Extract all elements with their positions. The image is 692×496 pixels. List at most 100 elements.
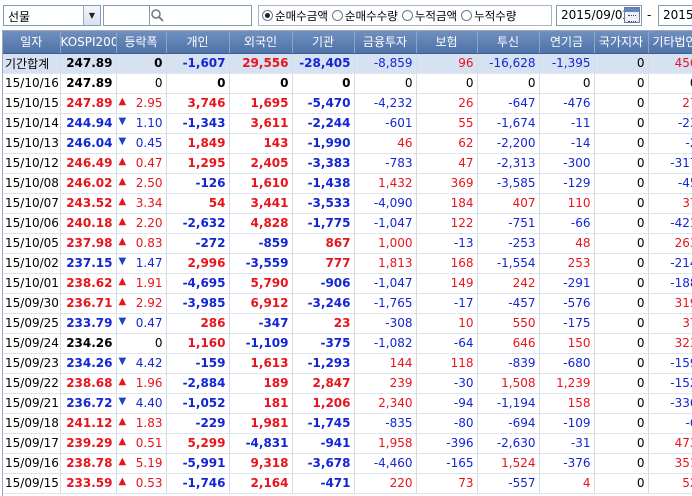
cell-other: -2 — [648, 133, 692, 154]
cell-other: -45 — [648, 173, 692, 194]
table-row[interactable]: 15/09/30 236.71 ▲ 2.92 -3,985 6,912 -3,246 -1,7… — [3, 293, 692, 314]
cell-foreign: -1,109 — [229, 333, 293, 354]
cell-individual: -1,607 — [166, 53, 230, 74]
cell-date: 15/09/18 — [3, 413, 61, 434]
cell-other: 263 — [648, 233, 692, 254]
calendar-icon[interactable] — [624, 7, 640, 23]
header-col-foreign[interactable]: 외국인 — [229, 31, 293, 54]
table-row[interactable]: 15/10/06 240.18 ▲ 2.20 -2,632 4,828 -1,775 -1,0… — [3, 213, 692, 234]
cell-insurance: -13 — [416, 233, 478, 254]
header-col-pension[interactable]: 연기금 — [539, 31, 595, 54]
cell-foreign: 29,556 — [229, 53, 293, 74]
cell-insurance: -17 — [416, 293, 478, 314]
header-col-change[interactable]: 등락폭 — [116, 31, 167, 54]
radio-net-buy-qty[interactable]: 순매수수량 — [331, 8, 398, 24]
radio-net-buy-amount[interactable]: 순매수금액 — [262, 8, 328, 24]
change-value: 0.47 — [135, 156, 163, 170]
cell-insurance: 118 — [416, 353, 478, 374]
header-col-individual[interactable]: 개인 — [166, 31, 230, 54]
triangle-up-icon: ▲ — [118, 436, 127, 447]
cell-other: 456 — [648, 53, 692, 74]
triangle-up-icon: ▲ — [118, 196, 127, 207]
start-date-input[interactable]: 2015/09/02 — [556, 5, 642, 26]
cell-individual: 3,746 — [166, 93, 230, 114]
cell-pension: -291 — [539, 273, 595, 294]
cell-fin-invest: -1,765 — [354, 293, 417, 314]
table-row[interactable]: 15/10/01 238.62 ▲ 1.91 -4,695 5,790 -906 -1,047… — [3, 273, 692, 294]
cell-institution: -1,990 — [292, 133, 355, 154]
cell-nation: 0 — [594, 113, 649, 134]
cell-insurance: 96 — [416, 53, 478, 74]
cell-other: -336 — [648, 393, 692, 414]
table-row[interactable]: 15/09/17 239.29 ▲ 0.51 5,299 -4,831 -941 1,958-… — [3, 433, 692, 454]
cell-foreign: -859 — [229, 233, 293, 254]
search-icon[interactable] — [150, 8, 165, 23]
cell-kospi: 240.18 — [60, 213, 117, 234]
change-value: 4.42 — [135, 356, 163, 370]
cell-other: 319 — [648, 293, 692, 314]
cell-individual: -1,052 — [166, 393, 230, 414]
header-col-nation[interactable]: 국가지자 — [594, 31, 649, 54]
cell-insurance: -30 — [416, 373, 478, 394]
search-input[interactable] — [149, 5, 252, 26]
table-row[interactable]: 15/10/13 246.04 ▼ 0.45 1,849 143 -1,990 46 62 -2,… — [3, 133, 692, 154]
cell-fin-invest: 220 — [354, 473, 417, 494]
cell-foreign: -347 — [229, 313, 293, 334]
cell-pension: 0 — [539, 73, 595, 94]
cell-institution: -3,678 — [292, 453, 355, 474]
cell-individual: 286 — [166, 313, 230, 334]
header-col-trust[interactable]: 투신 — [477, 31, 540, 54]
investor-trading-grid[interactable]: 일자KOSPI200등락폭개인외국인기관금융투자보험투신연기금국가지자기타법인 … — [2, 30, 692, 496]
radio-cum-amount[interactable]: 누적금액 — [401, 8, 457, 24]
triangle-down-icon: ▼ — [118, 256, 127, 267]
cell-trust: -557 — [477, 473, 540, 494]
header-col-other[interactable]: 기타법인 — [648, 31, 692, 54]
header-col-date[interactable]: 일자 — [3, 31, 61, 54]
triangle-down-icon: ▼ — [118, 316, 127, 327]
table-row[interactable]: 15/09/21 236.72 ▼ 4.40 -1,052 181 1,206 2,340 -9… — [3, 393, 692, 414]
cell-nation: 0 — [594, 373, 649, 394]
radio-dot — [401, 10, 413, 21]
cell-nation: 0 — [594, 473, 649, 494]
table-row[interactable]: 15/09/15 233.59 ▲ 0.53 -1,746 2,164 -471 220 73-… — [3, 473, 692, 494]
table-row[interactable]: 15/10/12 246.49 ▲ 0.47 1,295 2,405 -3,383 -783 4… — [3, 153, 692, 174]
table-row[interactable]: 15/10/15 247.89 ▲ 2.95 3,746 1,695 -5,470 -4,23… — [3, 93, 692, 114]
cell-kospi: 244.94 — [60, 113, 117, 134]
header-col-insurance[interactable]: 보험 — [416, 31, 478, 54]
header-col-fin-invest[interactable]: 금융투자 — [354, 31, 417, 54]
table-row[interactable]: 15/10/02 237.15 ▼ 1.47 2,996 -3,559 777 1,813 16… — [3, 253, 692, 274]
cell-pension: -11 — [539, 113, 595, 134]
change-value: 0.83 — [135, 236, 163, 250]
radio-label: 순매수수량 — [344, 8, 398, 23]
table-row[interactable]: 15/09/18 241.12 ▲ 1.83 -229 1,981 -1,745 -835 -8… — [3, 413, 692, 434]
cell-institution: -941 — [292, 433, 355, 454]
cell-fin-invest: 1,432 — [354, 173, 417, 194]
cell-pension: 48 — [539, 233, 595, 254]
cell-insurance: 10 — [416, 313, 478, 334]
change-value: 0.47 — [135, 316, 163, 330]
header-col-institution[interactable]: 기관 — [292, 31, 355, 54]
cell-individual: -3,985 — [166, 293, 230, 314]
cell-fin-invest: 1,958 — [354, 433, 417, 454]
cell-trust: 1,508 — [477, 373, 540, 394]
table-row[interactable]: 15/09/22 238.68 ▲ 1.96 -2,884 189 2,847 239 -30 1… — [3, 373, 692, 394]
header-col-kospi200[interactable]: KOSPI200 — [60, 31, 117, 54]
table-row[interactable]: 15/10/08 246.02 ▲ 2.50 -126 1,610 -1,438 1,432 3… — [3, 173, 692, 194]
table-row[interactable]: 15/10/05 237.98 ▲ 0.83 -272 -859 867 1,000 -13 -2… — [3, 233, 692, 254]
total-row[interactable]: 기간합계 247.89 0 -1,607 29,556 -28,405 -8,8… — [3, 53, 692, 74]
cell-trust: 0 — [477, 73, 540, 94]
cell-date: 15/10/06 — [3, 213, 61, 234]
table-row[interactable]: 15/09/24 234.26 0 1,160 -1,109 -375 -1,082 -64 6… — [3, 333, 692, 354]
end-date-input[interactable]: 2015/ — [658, 5, 692, 26]
market-select[interactable]: 선물 ▼ — [3, 5, 101, 26]
table-row[interactable]: 15/10/14 244.94 ▼ 1.10 -1,343 3,611 -2,244 -601… — [3, 113, 692, 134]
table-row[interactable]: 15/09/23 234.26 ▼ 4.42 -159 1,613 -1,293 144 118… — [3, 353, 692, 374]
radio-cum-qty[interactable]: 누적수량 — [461, 8, 516, 24]
table-row[interactable]: 15/09/25 233.79 ▼ 0.47 286 -347 23 -308 10 550 -17… — [3, 313, 692, 334]
change-value: 2.50 — [135, 176, 163, 190]
table-row[interactable]: 15/09/16 238.78 ▲ 5.19 -5,991 9,318 -3,678 -4,4… — [3, 453, 692, 474]
chevron-down-icon[interactable]: ▼ — [83, 6, 100, 25]
cell-insurance: 62 — [416, 133, 478, 154]
table-row[interactable]: 15/10/07 243.52 ▲ 3.34 54 3,441 -3,533 -4,090 18… — [3, 193, 692, 214]
